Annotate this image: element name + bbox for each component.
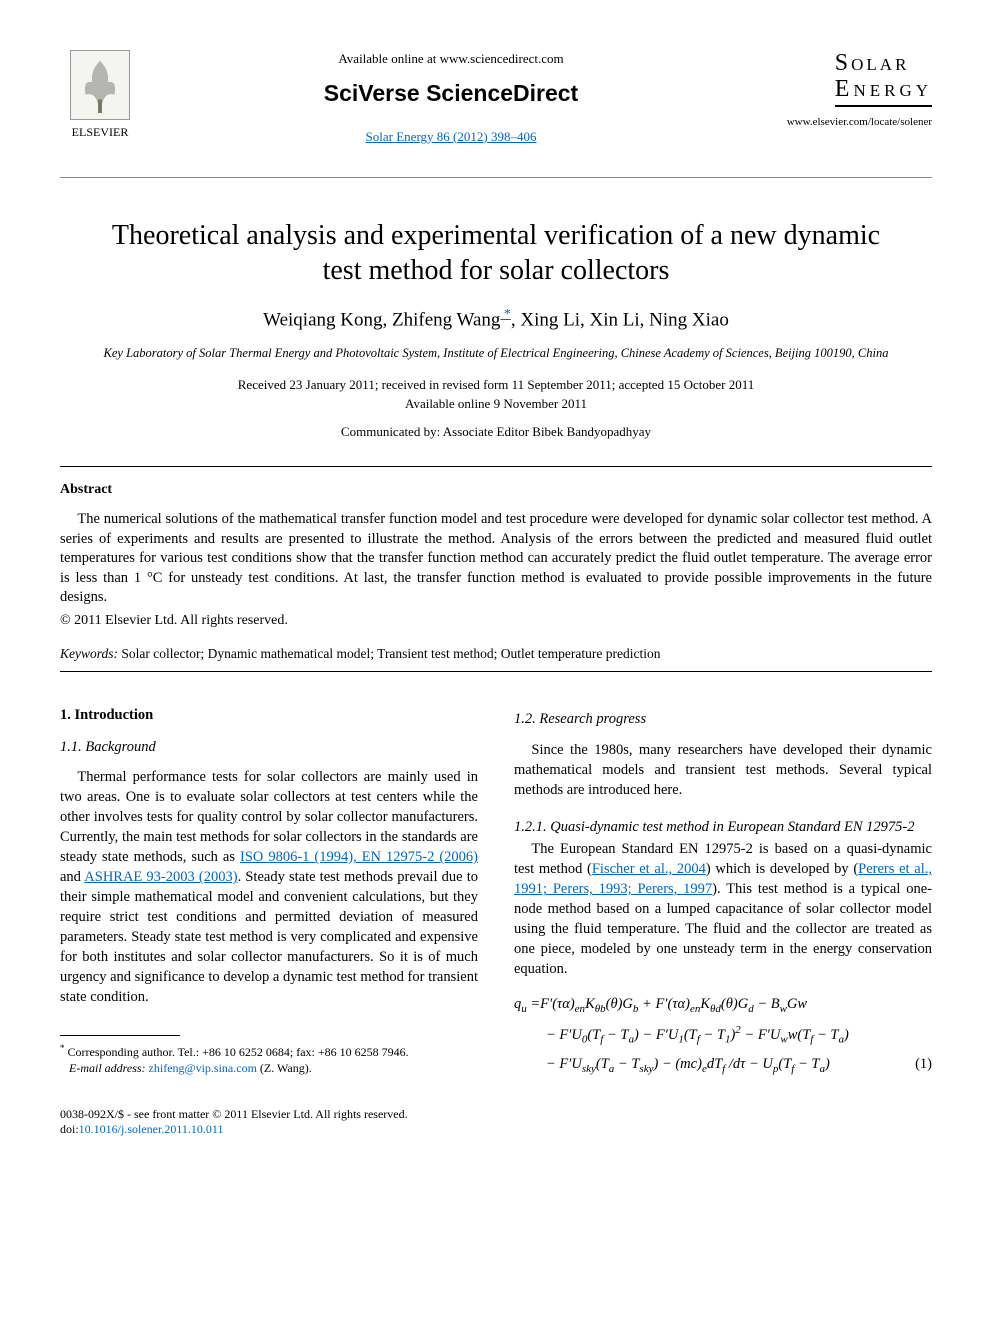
equation-line-2: − F′U0(Tf − Ta) − F′U1(Tf − T1)2 − F′Uww… (514, 1020, 932, 1051)
keywords-line: Keywords: Solar collector; Dynamic mathe… (60, 645, 932, 663)
corresponding-mark-icon[interactable]: * (500, 307, 511, 322)
keywords-label: Keywords: (60, 646, 118, 661)
article-title: Theoretical analysis and experimental ve… (90, 218, 902, 288)
footnote-email-link[interactable]: zhifeng@vip.sina.com (149, 1061, 257, 1075)
equation-line-1: qu =F′(τα)enKθb(θ)Gb + F′(τα)enKθd(θ)Gd … (514, 991, 932, 1020)
background-text-2: and (60, 869, 84, 885)
journal-name-line2: Energy (835, 76, 932, 102)
equation-line-3: − F′Usky(Ta − Tsky) − (mc)edTf /dτ − Up(… (514, 1051, 932, 1080)
progress-paragraph: Since the 1980s, many researchers have d… (514, 740, 932, 800)
header-rule (60, 177, 932, 178)
journal-title: Solar Energy (835, 50, 932, 107)
received-dates: Received 23 January 2011; received in re… (60, 376, 932, 394)
abstract-bottom-rule (60, 671, 932, 672)
available-online-text: Available online at www.sciencedirect.co… (160, 50, 742, 68)
available-online-date: Available online 9 November 2011 (60, 395, 932, 413)
journal-logo-block: Solar Energy www.elsevier.com/locate/sol… (762, 50, 932, 130)
authors-lead: Weiqiang Kong, Zhifeng Wang (263, 309, 500, 330)
right-column: 1.2. Research progress Since the 1980s, … (514, 706, 932, 1138)
doi-label: doi: (60, 1122, 79, 1136)
front-matter-text: 0038-092X/$ - see front matter © 2011 El… (60, 1107, 408, 1121)
equation-number: (1) (915, 1051, 932, 1079)
ref-link-iso[interactable]: ISO 9806-1 (1994), EN 12975-2 (2006) (240, 849, 478, 865)
journal-name-line1: Solar (835, 50, 932, 76)
section-1-2-1-heading: 1.2.1. Quasi-dynamic test method in Euro… (514, 818, 932, 838)
background-paragraph: Thermal performance tests for solar coll… (60, 767, 478, 1007)
journal-header: ELSEVIER Available online at www.science… (60, 50, 932, 147)
corresponding-footnote: * Corresponding author. Tel.: +86 10 625… (60, 1042, 478, 1076)
footnote-email-label: E-mail address: (69, 1061, 146, 1075)
equation-1: qu =F′(τα)enKθb(θ)Gb + F′(τα)enKθd(θ)Gd … (514, 991, 932, 1079)
elsevier-tree-icon (70, 50, 130, 120)
publisher-logo: ELSEVIER (60, 50, 140, 140)
header-center: Available online at www.sciencedirect.co… (140, 50, 762, 147)
section-1-1-heading: 1.1. Background (60, 738, 478, 758)
ref-link-fischer[interactable]: Fischer et al., 2004 (592, 861, 706, 877)
qdt-text-2: ) which is developed by ( (706, 861, 858, 877)
citation-link[interactable]: Solar Energy 86 (2012) 398–406 (366, 129, 537, 144)
ref-link-ashrae[interactable]: ASHRAE 93-2003 (2003) (84, 869, 237, 885)
author-list: Weiqiang Kong, Zhifeng Wang *, Xing Li, … (60, 306, 932, 333)
abstract-paragraph: The numerical solutions of the mathemati… (60, 510, 932, 608)
section-1-heading: 1. Introduction (60, 706, 478, 726)
affiliation: Key Laboratory of Solar Thermal Energy a… (60, 345, 932, 362)
communicated-by: Communicated by: Associate Editor Bibek … (60, 423, 932, 441)
doi-link[interactable]: 10.1016/j.solener.2011.10.011 (79, 1122, 224, 1136)
footnote-email-tail: (Z. Wang). (257, 1061, 312, 1075)
publisher-name: ELSEVIER (60, 124, 140, 140)
footnote-separator (60, 1035, 180, 1036)
body-columns: 1. Introduction 1.1. Background Thermal … (60, 706, 932, 1138)
abstract-copyright: © 2011 Elsevier Ltd. All rights reserved… (60, 612, 932, 631)
doi-block: 0038-092X/$ - see front matter © 2011 El… (60, 1107, 478, 1138)
left-column: 1. Introduction 1.1. Background Thermal … (60, 706, 478, 1138)
abstract-top-rule (60, 466, 932, 467)
platform-brand: SciVerse ScienceDirect (160, 78, 742, 109)
authors-tail: , Xing Li, Xin Li, Ning Xiao (511, 309, 729, 330)
abstract-heading: Abstract (60, 481, 932, 500)
footnote-mark-icon: * (60, 1043, 65, 1053)
footnote-corresponding-text: Corresponding author. Tel.: +86 10 6252 … (68, 1045, 409, 1059)
abstract-body: The numerical solutions of the mathemati… (60, 510, 932, 608)
qdt-paragraph: The European Standard EN 12975-2 is base… (514, 839, 932, 979)
section-1-2-heading: 1.2. Research progress (514, 710, 932, 730)
journal-url: www.elsevier.com/locate/solener (762, 115, 932, 130)
background-text-3: . Steady state test methods prevail due … (60, 869, 478, 1005)
keywords-list: Solar collector; Dynamic mathematical mo… (118, 646, 660, 661)
